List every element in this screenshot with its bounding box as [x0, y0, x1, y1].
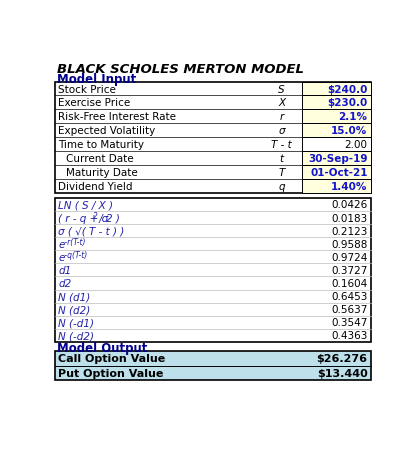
Bar [301, 138, 371, 151]
Bar [55, 82, 371, 193]
Text: 01-Oct-21: 01-Oct-21 [310, 167, 367, 177]
Text: Exercise Price: Exercise Price [58, 98, 131, 108]
Text: e: e [58, 239, 65, 249]
Text: Time to Maturity: Time to Maturity [58, 140, 144, 150]
Text: σ ( √( T - t ) ): σ ( √( T - t ) ) [58, 226, 125, 236]
Text: 2: 2 [93, 211, 98, 220]
Text: 2.00: 2.00 [344, 140, 367, 150]
Text: Model Output: Model Output [57, 341, 147, 354]
Bar [301, 124, 371, 138]
Text: 0.4363: 0.4363 [331, 331, 367, 341]
Text: 30-Sep-19: 30-Sep-19 [308, 154, 367, 163]
Text: d2: d2 [58, 278, 72, 288]
Text: ( r - q + σ: ( r - q + σ [58, 213, 108, 223]
Text: Risk-Free Interest Rate: Risk-Free Interest Rate [58, 112, 176, 122]
Text: $26.276: $26.276 [317, 354, 367, 363]
Text: r: r [279, 112, 284, 122]
Text: Dividend Yield: Dividend Yield [58, 181, 133, 191]
Text: T - t: T - t [271, 140, 292, 150]
Text: N (d2): N (d2) [58, 305, 90, 314]
Text: 15.0%: 15.0% [331, 126, 367, 136]
Text: N (d1): N (d1) [58, 291, 90, 301]
Text: σ: σ [278, 126, 285, 136]
Text: Current Date: Current Date [66, 154, 134, 163]
Bar [301, 82, 371, 96]
Text: 0.0183: 0.0183 [331, 213, 367, 223]
Text: 0.2123: 0.2123 [331, 226, 367, 236]
Text: Stock Price: Stock Price [58, 84, 116, 94]
Text: -q(T-t): -q(T-t) [61, 250, 87, 259]
Bar [301, 110, 371, 124]
Text: 2.1%: 2.1% [339, 112, 367, 122]
Text: Expected Volatility: Expected Volatility [58, 126, 156, 136]
Text: 1.40%: 1.40% [331, 181, 367, 191]
Text: Maturity Date: Maturity Date [66, 167, 138, 177]
Text: / 2 ): / 2 ) [96, 213, 120, 223]
Text: 0.9724: 0.9724 [331, 252, 367, 262]
Bar [55, 199, 371, 342]
Text: 0.3727: 0.3727 [331, 265, 367, 275]
Text: T: T [278, 167, 285, 177]
Text: X: X [278, 98, 285, 108]
Text: N (-d1): N (-d1) [58, 318, 94, 327]
Text: Put Option Value: Put Option Value [58, 368, 164, 378]
Text: t: t [279, 154, 284, 163]
Bar [55, 351, 371, 381]
Text: BLACK SCHOLES MERTON MODEL: BLACK SCHOLES MERTON MODEL [57, 63, 304, 76]
Text: 0.9588: 0.9588 [331, 239, 367, 249]
Bar [301, 96, 371, 110]
Text: q: q [278, 181, 285, 191]
Text: S: S [278, 84, 285, 94]
Text: 0.5637: 0.5637 [331, 305, 367, 314]
Text: d1: d1 [58, 265, 72, 275]
Bar [301, 151, 371, 165]
Text: -r(T-t): -r(T-t) [61, 238, 85, 246]
Text: 0.0426: 0.0426 [331, 200, 367, 210]
Text: Call Option Value: Call Option Value [58, 354, 166, 363]
Text: 0.1604: 0.1604 [331, 278, 367, 288]
Text: N (-d2): N (-d2) [58, 331, 94, 341]
Text: 0.3547: 0.3547 [331, 318, 367, 327]
Text: $13.440: $13.440 [317, 368, 367, 378]
Text: e: e [58, 252, 65, 262]
Text: $230.0: $230.0 [327, 98, 367, 108]
Text: Model Input: Model Input [57, 73, 136, 86]
Bar [301, 179, 371, 193]
Text: $240.0: $240.0 [327, 84, 367, 94]
Text: 0.6453: 0.6453 [331, 291, 367, 301]
Bar [301, 165, 371, 179]
Text: LN ( S / X ): LN ( S / X ) [58, 200, 113, 210]
